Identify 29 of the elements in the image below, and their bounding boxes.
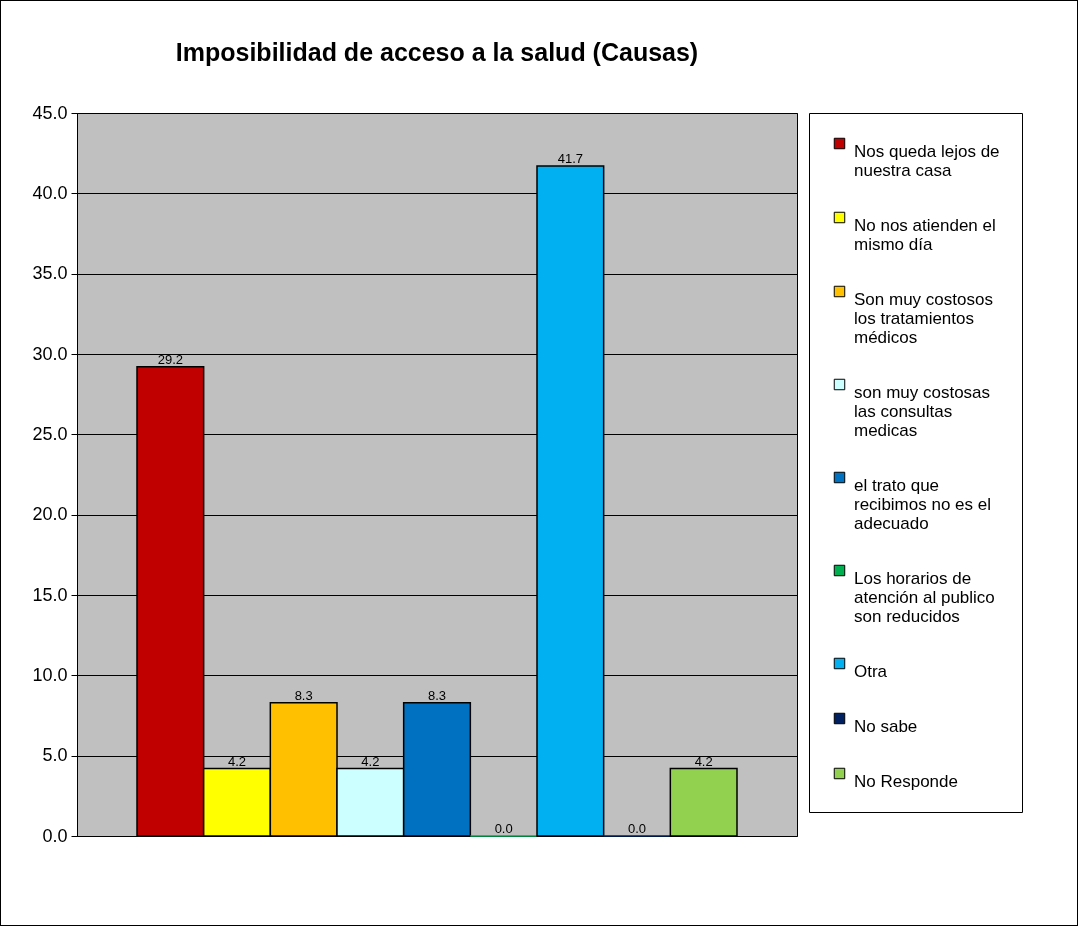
data-label: 8.3 <box>427 687 447 703</box>
y-tick-label: 15.0 <box>32 584 68 605</box>
data-label: 4.2 <box>361 753 380 769</box>
legend-label: el trato que recibimos no es el adecuado <box>854 475 992 533</box>
legend-label: Los horarios de atención al publico son reducidos <box>854 568 995 626</box>
data-label: 4.2 <box>227 753 247 769</box>
y-tick-label: 10.0 <box>32 664 68 685</box>
y-tick-label: 0.0 <box>42 825 68 846</box>
legend-label: son muy costosas las consultas medicas <box>854 382 991 440</box>
legend-label: No nos atienden el mismo día <box>854 215 996 254</box>
data-label: 0.0 <box>627 821 647 836</box>
y-tick-label: 40.0 <box>32 182 68 203</box>
legend-label: Otra <box>854 661 888 681</box>
data-label: 4.2 <box>694 753 713 769</box>
legend-label: Son muy costosos los tratamientos médicos <box>854 289 993 347</box>
legend-label: No Responde <box>854 771 958 791</box>
y-tick-label: 35.0 <box>32 263 68 284</box>
legend-label: Nos queda lejos de nuestra casa <box>854 141 1000 180</box>
data-label: 29.2 <box>157 351 183 367</box>
chart-title: Imposibilidad de acceso a la salud (Causas) <box>175 38 699 66</box>
y-tick-label: 20.0 <box>32 504 68 525</box>
y-tick-label: 30.0 <box>32 343 68 364</box>
data-label: 8.3 <box>294 687 313 703</box>
y-tick-label: 5.0 <box>42 745 68 766</box>
data-label: 0.0 <box>494 821 513 836</box>
y-tick-label: 25.0 <box>32 423 68 444</box>
y-tick-label: 45.0 <box>32 102 68 123</box>
data-label: 41.7 <box>557 151 583 167</box>
legend-label: No sabe <box>854 716 918 736</box>
